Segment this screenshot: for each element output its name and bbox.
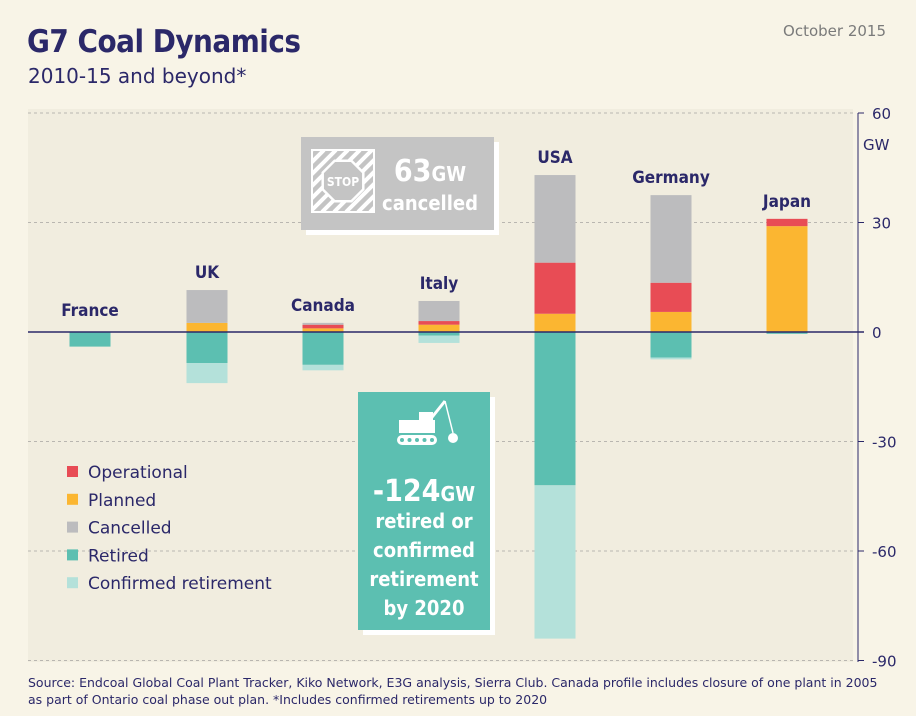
crane-icon xyxy=(397,400,458,445)
crane-boom xyxy=(427,400,447,422)
category-label: Japan xyxy=(762,192,811,212)
bar-retired xyxy=(650,332,692,358)
y-tick-label: 30 xyxy=(872,215,891,233)
bar-cancelled xyxy=(302,322,344,325)
retired-label-line: confirmed xyxy=(373,538,475,562)
date-label: October 2015 xyxy=(783,22,886,40)
category-label: Italy xyxy=(420,274,459,294)
bar-retired xyxy=(69,332,111,347)
y-tick-label: 60 xyxy=(872,105,891,123)
category-label: UK xyxy=(195,263,220,283)
y-tick-label: -60 xyxy=(872,543,897,561)
stop-icon xyxy=(321,159,365,203)
crane-wheel xyxy=(407,438,412,442)
source-note: Source: Endcoal Global Coal Plant Tracke… xyxy=(28,675,878,707)
chart-title: G7 Coal Dynamics xyxy=(27,24,301,60)
retired-label-line: by 2020 xyxy=(384,596,465,620)
wrecking-ball xyxy=(448,433,458,443)
bar-planned xyxy=(418,324,460,332)
y-tick-label: 0 xyxy=(872,324,882,342)
y-tick-label: -30 xyxy=(872,434,897,452)
bar-operational xyxy=(650,282,692,312)
bar-cancelled xyxy=(534,175,576,263)
cancelled-total-value: 63 xyxy=(394,154,432,189)
cancelled-total: 63GW xyxy=(394,154,466,189)
legend-swatch-confirmed-retirement xyxy=(67,577,78,589)
legend: Operational Planned Cancelled Retired Confir… xyxy=(67,463,272,594)
bar-confirmed-retirement xyxy=(418,335,460,343)
bar-operational xyxy=(766,218,808,227)
crane-wheel xyxy=(415,438,419,442)
legend-label-confirmed-retirement: Confirmed retirement xyxy=(88,574,272,594)
cancelled-label: cancelled xyxy=(382,191,478,215)
hatch-line xyxy=(312,150,338,177)
retired-total-value: -124 xyxy=(373,474,441,509)
cancelled-total-unit: GW xyxy=(431,162,466,186)
bar-operational xyxy=(418,321,460,325)
bar-planned xyxy=(650,311,692,332)
bar-retired xyxy=(302,332,344,365)
category-label: France xyxy=(61,301,119,321)
bar-cancelled xyxy=(186,290,228,323)
crane-body xyxy=(399,420,435,433)
bar-confirmed-retirement xyxy=(302,364,344,371)
crane-wheel xyxy=(430,438,434,442)
crane-wheel xyxy=(400,438,404,442)
y-unit-label: GW xyxy=(863,136,890,154)
bar-planned xyxy=(186,322,228,332)
bar-retired xyxy=(186,332,228,364)
chart-subtitle: 2010-15 and beyond* xyxy=(28,64,247,88)
legend-label-planned: Planned xyxy=(88,491,156,511)
retired-total-unit: GW xyxy=(440,482,475,506)
crane-wheel xyxy=(422,438,427,442)
bar-operational xyxy=(302,324,344,329)
bar-confirmed-retirement xyxy=(534,485,576,639)
stop-icon-label: STOP xyxy=(327,175,359,189)
hatch-line xyxy=(356,193,374,212)
category-label: Canada xyxy=(291,296,355,316)
retired-label-line: retired or xyxy=(375,509,472,533)
hatch-line xyxy=(312,150,326,165)
legend-swatch-operational xyxy=(67,466,78,477)
legend-swatch-retired xyxy=(67,549,78,561)
stop-icon-frame xyxy=(311,149,375,213)
crane-cable xyxy=(444,400,454,434)
retired-label-line: retirement xyxy=(369,567,479,591)
legend-label-cancelled: Cancelled xyxy=(88,519,172,539)
bar-planned xyxy=(302,328,344,332)
bar-cancelled xyxy=(418,300,460,322)
hatch-line xyxy=(344,181,374,212)
bar-planned xyxy=(534,313,576,332)
bar-retired xyxy=(418,332,460,336)
crane-cab xyxy=(419,412,433,421)
legend-swatch-cancelled xyxy=(67,521,78,533)
bar-retired xyxy=(534,332,576,486)
bar-confirmed-retirement xyxy=(186,363,228,384)
category-label: Germany xyxy=(632,168,710,188)
bar-confirmed-retirement xyxy=(650,357,692,360)
legend-label-retired: Retired xyxy=(88,546,149,566)
bar-planned xyxy=(766,226,808,332)
category-label: USA xyxy=(537,148,572,168)
y-tick-label: -90 xyxy=(872,653,897,671)
legend-label-operational: Operational xyxy=(88,463,188,483)
bar-retired xyxy=(766,332,808,334)
bar-operational xyxy=(534,262,576,314)
legend-swatch-planned xyxy=(67,493,78,505)
retired-total: -124GW xyxy=(373,474,475,509)
bar-cancelled xyxy=(650,195,692,283)
